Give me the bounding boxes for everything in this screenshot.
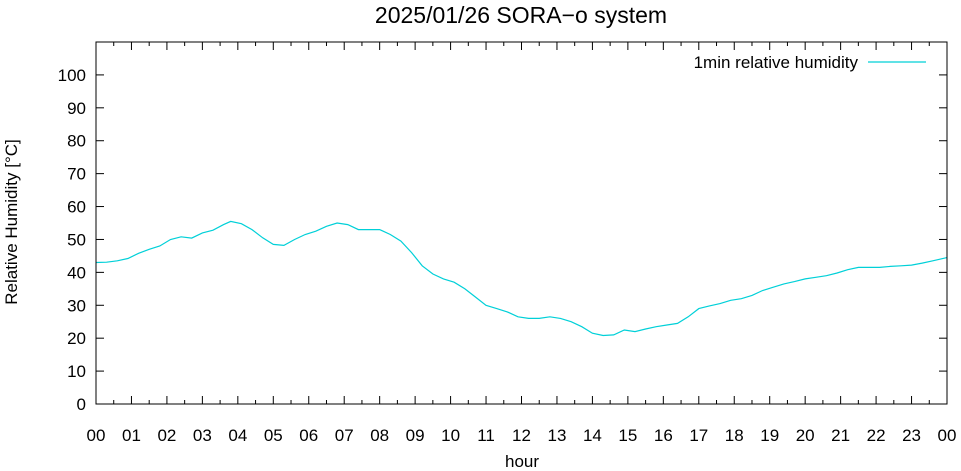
y-tick-label: 50: [67, 230, 86, 249]
series-line: [95, 220, 948, 337]
x-tick-label: 07: [335, 426, 354, 445]
legend-label: 1min relative humidity: [694, 53, 859, 72]
y-tick-label: 90: [67, 99, 86, 118]
x-tick-label: 17: [689, 426, 708, 445]
x-tick-label: 02: [157, 426, 176, 445]
y-tick-label: 80: [67, 132, 86, 151]
x-tick-label: 08: [370, 426, 389, 445]
y-tick-label: 10: [67, 362, 86, 381]
x-tick-label: 12: [512, 426, 531, 445]
x-tick-label: 23: [902, 426, 921, 445]
x-axis-label: hour: [505, 452, 539, 471]
x-tick-label: 04: [228, 426, 247, 445]
y-tick-label: 60: [67, 198, 86, 217]
x-tick-label: 00: [938, 426, 957, 445]
legend: 1min relative humidity: [694, 53, 926, 72]
x-tick-label: 16: [654, 426, 673, 445]
y-tick-label: 70: [67, 165, 86, 184]
x-tick-label: 09: [406, 426, 425, 445]
x-tick-label: 00: [87, 426, 106, 445]
chart-title: 2025/01/26 SORA−o system: [375, 2, 667, 28]
plot-frame: [95, 41, 948, 405]
y-tick-label: 40: [67, 263, 86, 282]
x-tick-label: 06: [299, 426, 318, 445]
y-axis-label: Relative Humidity [°C]: [2, 139, 21, 305]
x-tick-label: 19: [760, 426, 779, 445]
x-tick-label: 14: [583, 426, 602, 445]
x-tick-label: 05: [264, 426, 283, 445]
x-tick-label: 03: [193, 426, 212, 445]
x-tick-label: 15: [618, 426, 637, 445]
y-tick-label: 30: [67, 296, 86, 315]
y-tick-label: 100: [58, 66, 86, 85]
x-tick-label: 21: [831, 426, 850, 445]
x-tick-label: 01: [122, 426, 141, 445]
x-tick-label: 11: [477, 426, 495, 445]
x-tick-label: 20: [796, 426, 815, 445]
x-tick-label: 22: [867, 426, 886, 445]
y-tick-label: 0: [77, 395, 86, 414]
x-tick-label: 13: [547, 426, 566, 445]
x-tick-label: 18: [725, 426, 744, 445]
x-tick-label: 10: [441, 426, 460, 445]
y-tick-label: 20: [67, 329, 86, 348]
axis-ticks: [95, 42, 948, 405]
